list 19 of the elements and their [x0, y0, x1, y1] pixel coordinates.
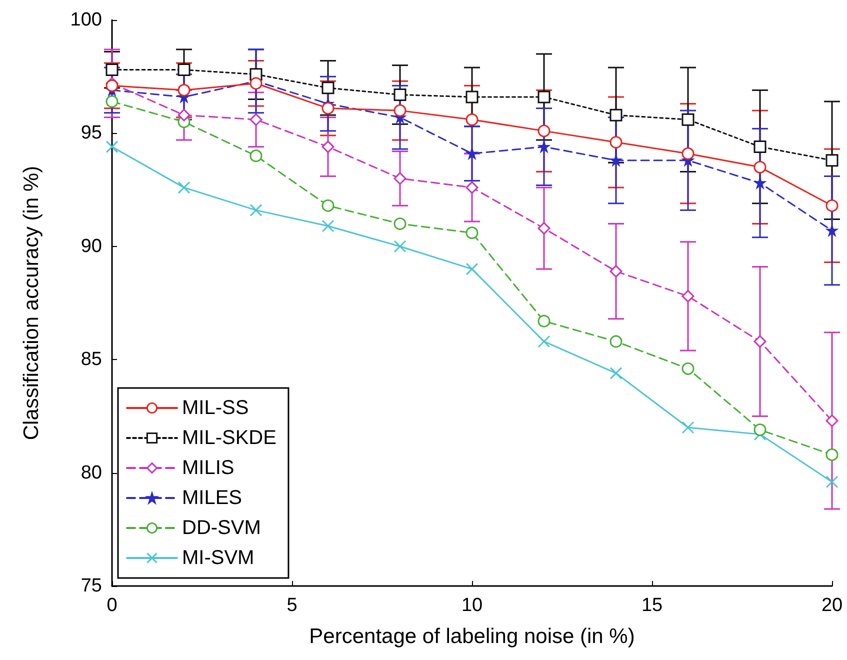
- legend-label: MI-SVM: [182, 547, 254, 569]
- y-tick-label: 85: [80, 349, 102, 370]
- x-tick-label: 10: [461, 595, 483, 616]
- legend-label: MILIS: [182, 457, 234, 479]
- y-tick-label: 75: [80, 576, 102, 596]
- x-tick-label: 20: [821, 595, 843, 616]
- x-tick-label: 15: [641, 595, 663, 616]
- x-tick-label: 0: [106, 595, 118, 616]
- x-axis-title: Percentage of labeling noise (in %): [309, 625, 635, 648]
- legend-label: DD-SVM: [182, 517, 261, 539]
- y-axis-title: Classification accuracy (in %): [20, 166, 43, 440]
- y-tick-label: 100: [70, 10, 102, 30]
- y-tick-label: 95: [80, 122, 102, 144]
- y-tick-label: 90: [80, 236, 102, 257]
- y-tick-label: 80: [80, 462, 102, 484]
- legend-label: MIL-SKDE: [182, 427, 276, 449]
- x-tick-label: 5: [286, 595, 298, 616]
- legend-label: MIL-SS: [182, 397, 249, 419]
- legend-label: MILES: [182, 487, 242, 509]
